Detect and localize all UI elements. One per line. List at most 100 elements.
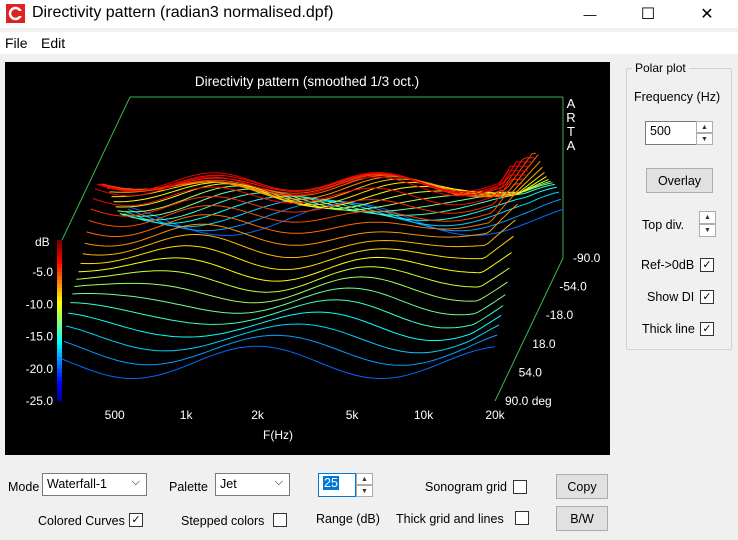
series-line [127,198,562,232]
color-scale-segment [57,292,62,297]
range-spinner[interactable]: ▲ ▼ [356,473,373,497]
stepped-colors-label: Stepped colors [181,514,265,528]
chevron-down-icon: ⌵ [131,476,140,488]
spin-up-icon[interactable]: ▲ [356,473,373,485]
series-line [125,191,560,228]
series-line [121,183,555,221]
color-scale-segment [57,316,62,321]
box-edge-depth [494,257,564,402]
title-bar: Directivity pattern (radian3 normalised.… [0,0,738,28]
stepped-colors-checkbox[interactable] [273,513,287,527]
sonogram-grid-label: Sonogram grid [425,480,507,494]
palette-label: Palette [169,480,208,494]
x-axis-label: F(Hz) [263,428,293,442]
maximize-icon: ☐ [640,6,656,23]
series-line [96,165,530,192]
spin-down-icon[interactable]: ▼ [696,133,713,145]
sonogram-grid-checkbox[interactable] [513,480,527,494]
polar-plot-group [626,68,732,350]
minimize-icon: — [583,6,597,22]
minimize-button[interactable]: — [567,0,613,28]
color-scale-segment [57,332,62,338]
series-line [76,266,510,293]
spin-down-icon[interactable]: ▼ [356,485,373,497]
thick-grid-label: Thick grid and lines [396,512,504,526]
ref-0db-checkbox[interactable]: ✓ [700,258,714,272]
y-tick-label: -10.0 [26,297,54,311]
top-div-spinner[interactable]: ▲ ▼ [699,211,716,237]
color-scale-segment [57,240,62,245]
series-line [78,252,512,282]
window-title: Directivity pattern (radian3 normalised.… [32,4,334,21]
watermark-letter: R [566,110,575,125]
series-line [72,287,506,316]
overlay-button[interactable]: Overlay [646,168,713,193]
colored-curves-checkbox[interactable]: ✓ [129,513,143,527]
mode-value: Waterfall-1 [47,477,107,491]
spin-down-icon[interactable]: ▼ [699,224,716,237]
watermark-letter: A [567,138,576,153]
thick-grid-checkbox[interactable] [515,511,529,525]
watermark-letter: T [567,124,575,139]
color-scale-segment [57,396,62,402]
top-div-label: Top div. [642,218,685,232]
series-line [65,323,500,354]
range-input[interactable]: 25 [318,473,356,497]
color-scale-segment [57,256,62,261]
watermark-letter: A [567,96,576,111]
menu-edit[interactable]: Edit [41,35,66,51]
z-tick-label: 18.0 [532,337,556,351]
z-tick-label: -18.0 [546,308,574,322]
color-scale-segment [57,248,62,253]
thick-line-checkbox[interactable]: ✓ [700,322,714,336]
spin-up-icon[interactable]: ▲ [699,211,716,224]
series-line [74,276,508,304]
z-tick-label: -54.0 [559,280,587,294]
close-button[interactable]: ✕ [684,0,730,28]
colored-curves-label: Colored Curves [38,514,125,528]
x-tick-label: 500 [105,408,125,422]
frequency-input[interactable]: 500 [645,121,697,145]
color-scale-segment [57,268,62,273]
spin-up-icon[interactable]: ▲ [696,121,713,133]
ref-0db-label: Ref->0dB [641,258,695,272]
z-tick-label: 90.0 deg [505,394,552,408]
x-tick-label: 2k [251,408,265,422]
color-scale-segment [57,344,62,350]
y-tick-label: -20.0 [26,362,54,376]
color-scale-segment [57,260,62,265]
x-tick-label: 20k [485,408,505,422]
series-line [90,178,524,217]
y-tick-label: -5.0 [32,265,53,279]
close-icon: ✕ [700,6,714,23]
color-scale-segment [57,284,62,289]
series-line [63,334,498,366]
color-scale-segment [57,360,62,366]
y-axis-label: dB [35,235,50,249]
color-scale-segment [57,328,62,334]
series-line [86,188,521,237]
series-line [68,311,502,341]
menu-file[interactable]: File [5,35,28,51]
color-scale-segment [57,384,62,390]
z-tick-label: 54.0 [519,365,543,379]
frequency-spinner[interactable]: ▲ ▼ [696,121,713,145]
bw-button[interactable]: B/W [556,506,608,531]
color-scale-segment [57,304,62,309]
color-scale-segment [57,392,62,398]
color-scale-segment [57,368,62,374]
menu-bar: File Edit [0,32,738,54]
color-scale-segment [57,340,62,346]
maximize-button[interactable]: ☐ [625,0,671,28]
color-scale-segment [57,308,62,313]
mode-label: Mode [8,480,40,494]
thick-line-label: Thick line [642,322,695,336]
mode-select[interactable]: Waterfall-1 ⌵ [42,473,147,496]
show-di-checkbox[interactable]: ✓ [700,290,714,304]
copy-button[interactable]: Copy [556,474,608,499]
z-tick-label: -90.0 [573,251,601,265]
color-scale-segment [57,364,62,370]
x-tick-label: 5k [346,408,360,422]
color-scale-segment [57,388,62,394]
palette-select[interactable]: Jet ⌵ [215,473,290,496]
